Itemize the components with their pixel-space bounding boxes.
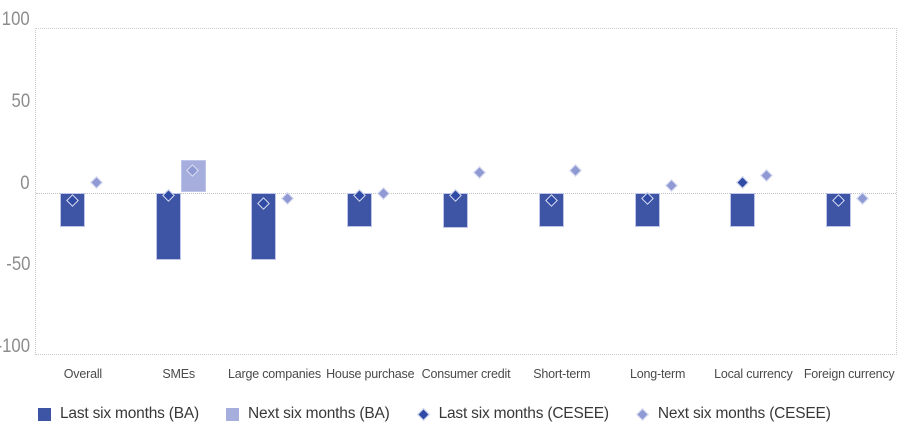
category-label-large-companies: Large companies <box>228 367 321 381</box>
bar-last-six-months-ba <box>59 192 85 227</box>
legend-item-next-six-months-ba: Next six months (BA) <box>226 405 390 423</box>
category-label-short-term: Short-term <box>533 367 591 381</box>
legend-label: Next six months (BA) <box>248 405 390 422</box>
marker-next-six-months-cesee <box>473 166 486 179</box>
legend-label: Next six months (CESEE) <box>657 405 831 422</box>
legend-item-next-six-months-cesee: Next six months (CESEE) <box>635 405 831 423</box>
legend-item-last-six-months-ba: Last six months (BA) <box>38 405 199 423</box>
y-tick-label: 100 <box>2 9 30 30</box>
bar-last-six-months-ba <box>155 192 181 260</box>
legend-label: Last six months (CESEE) <box>438 405 609 422</box>
y-tick-label: 50 <box>11 90 30 112</box>
category-label-long-term: Long-term <box>629 367 686 381</box>
x-axis-labels: Overall SMEs Large companies House purchase… <box>35 367 897 381</box>
category-label-overall: Overall <box>63 367 102 381</box>
marker-next-six-months-cesee <box>281 192 295 205</box>
marker-next-six-months-cesee <box>90 175 103 189</box>
bar-last-six-months-ba <box>730 192 756 227</box>
legend: Last six months (BA) Next six months (BA)… <box>38 402 831 426</box>
legend-diamond-icon <box>635 407 649 421</box>
y-tick-label: 0 <box>20 172 30 194</box>
legend-square-icon <box>38 407 51 421</box>
category-label-house-purchase: House purchase <box>326 367 415 381</box>
y-tick-label: -50 <box>5 254 30 276</box>
category-label-consumer-credit: Consumer credit <box>421 367 511 381</box>
marker-next-six-months-cesee <box>568 164 582 178</box>
legend-diamond-icon <box>416 407 430 421</box>
y-tick-label: -100 <box>0 336 30 357</box>
plot-area <box>35 28 897 355</box>
legend-square-icon <box>226 407 239 421</box>
legend-item-last-six-months-cesee: Last six months (CESEE) <box>416 405 609 423</box>
marker-next-six-months-cesee <box>664 179 678 192</box>
marker-next-six-months-cesee <box>377 187 391 200</box>
category-label-foreign-currency: Foreign currency <box>803 367 895 381</box>
marker-next-six-months-cesee <box>760 169 774 183</box>
legend-label: Last six months (BA) <box>60 405 199 422</box>
category-label-local-currency: Local currency <box>714 367 793 381</box>
marker-last-six-months-cesee <box>736 175 750 189</box>
marker-next-six-months-cesee <box>856 192 869 205</box>
category-label-smes: SMEs <box>162 367 195 381</box>
